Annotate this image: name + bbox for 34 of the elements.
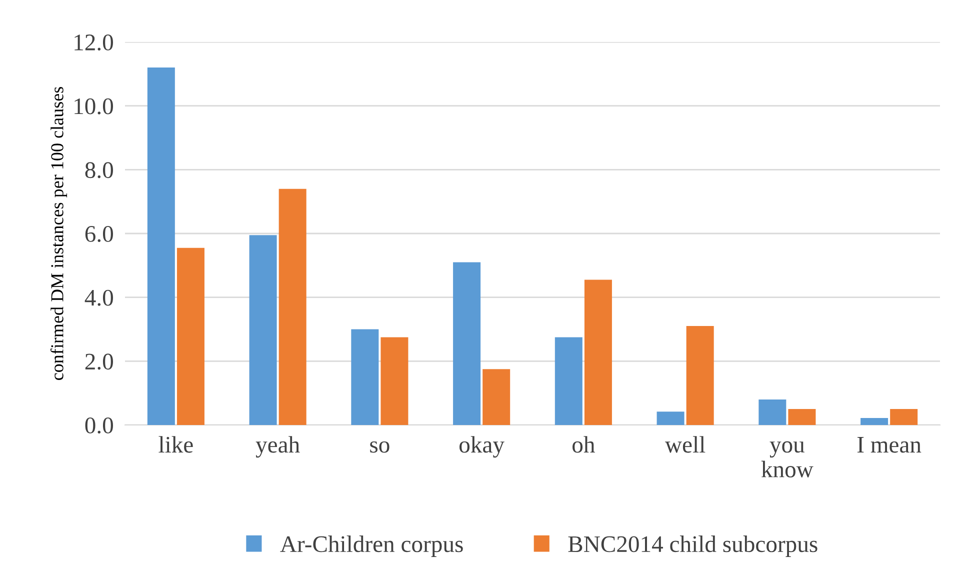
- y-tick-label: 6.0: [85, 226, 113, 242]
- bar: [482, 369, 510, 425]
- bar: [554, 337, 582, 425]
- bar: [860, 418, 888, 425]
- bar: [380, 337, 408, 425]
- x-tick-label: so: [370, 441, 390, 453]
- bar: [453, 262, 481, 425]
- bar: [686, 326, 714, 425]
- y-tick-label: 0.0: [85, 417, 113, 434]
- legend-label: BNC2014 child subcorpus: [568, 536, 818, 557]
- x-tick-label: I mean: [857, 437, 922, 453]
- legend-label: Ar-Children corpus: [280, 536, 463, 557]
- bar: [890, 409, 918, 425]
- x-tick-label: you know: [761, 441, 814, 478]
- bar: [147, 68, 175, 425]
- bar: [584, 280, 612, 425]
- x-tick-label: like: [158, 436, 193, 453]
- bar: [656, 412, 684, 425]
- y-tick-label: 2.0: [85, 354, 113, 370]
- y-tick-label: 12.0: [74, 34, 113, 51]
- bar: [176, 248, 204, 425]
- y-tick-label: 4.0: [84, 290, 113, 306]
- y-axis-title: confirmed DM instances per 100 clauses: [50, 87, 68, 380]
- x-tick-label: yeah: [256, 436, 300, 458]
- x-tick-label: oh: [572, 436, 595, 453]
- y-tick-label: 10.0: [74, 98, 113, 114]
- x-tick-label: okay: [460, 436, 504, 458]
- bar: [249, 235, 277, 425]
- bar: [758, 399, 786, 425]
- y-tick-label: 8.0: [85, 162, 113, 178]
- bar: [278, 188, 306, 425]
- bar: [351, 329, 379, 425]
- bar: [788, 409, 816, 425]
- x-tick-label: well: [665, 436, 706, 453]
